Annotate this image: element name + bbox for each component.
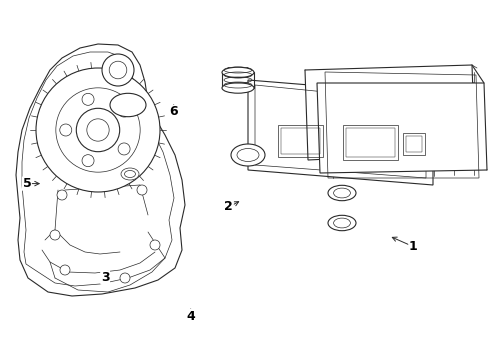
Ellipse shape xyxy=(230,144,264,166)
Circle shape xyxy=(82,93,94,105)
Ellipse shape xyxy=(121,168,139,180)
Circle shape xyxy=(118,143,130,155)
Circle shape xyxy=(36,68,160,192)
Ellipse shape xyxy=(327,215,355,231)
Polygon shape xyxy=(305,65,474,160)
Bar xyxy=(281,128,319,154)
Bar xyxy=(278,125,323,157)
Circle shape xyxy=(150,240,160,250)
Bar xyxy=(342,125,397,160)
Circle shape xyxy=(50,230,60,240)
Circle shape xyxy=(137,185,147,195)
Text: 5: 5 xyxy=(22,177,31,190)
Circle shape xyxy=(60,265,70,275)
Text: 2: 2 xyxy=(224,201,233,213)
Circle shape xyxy=(57,190,67,200)
Ellipse shape xyxy=(110,93,146,117)
Polygon shape xyxy=(247,80,432,185)
Text: 4: 4 xyxy=(186,310,195,323)
Text: 6: 6 xyxy=(169,105,178,118)
Text: 1: 1 xyxy=(408,240,417,253)
Bar xyxy=(402,133,424,155)
Circle shape xyxy=(118,105,130,117)
Bar xyxy=(405,136,421,152)
Ellipse shape xyxy=(222,67,253,78)
Circle shape xyxy=(120,273,130,283)
Circle shape xyxy=(102,54,134,86)
Text: 3: 3 xyxy=(101,271,109,284)
Polygon shape xyxy=(316,83,486,173)
Circle shape xyxy=(60,124,72,136)
Polygon shape xyxy=(16,44,184,296)
Bar xyxy=(346,128,394,157)
Ellipse shape xyxy=(327,185,355,201)
Circle shape xyxy=(82,155,94,167)
Ellipse shape xyxy=(222,83,253,93)
